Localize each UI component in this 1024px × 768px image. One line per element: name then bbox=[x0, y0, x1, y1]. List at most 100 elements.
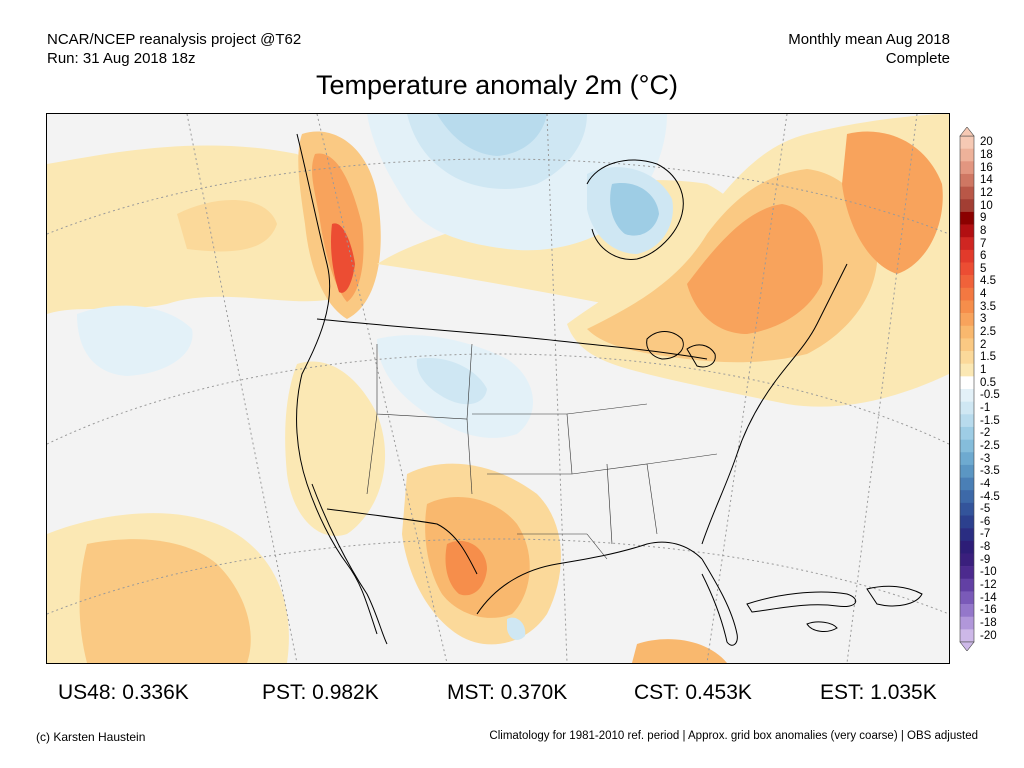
colorbar-steps bbox=[959, 135, 975, 643]
cool-region-gulf bbox=[507, 617, 526, 640]
colorbar-step bbox=[960, 439, 974, 453]
colorbar-step bbox=[960, 591, 974, 605]
colorbar-tick-label: -1 bbox=[980, 401, 991, 414]
colorbar-step bbox=[960, 287, 974, 301]
run-label: Run: 31 Aug 2018 18z bbox=[47, 50, 196, 67]
cool-region-pacific-nw bbox=[77, 305, 193, 376]
period-label: Monthly mean Aug 2018 bbox=[788, 31, 950, 48]
hudson-bay bbox=[586, 159, 684, 260]
colorbar-tick-label: 6 bbox=[980, 250, 987, 263]
baja-coast bbox=[311, 483, 388, 645]
climatology-note: Climatology for 1981-2010 ref. period | … bbox=[489, 730, 978, 742]
warm-region-east-core bbox=[687, 204, 823, 334]
colorbar-step bbox=[960, 376, 974, 390]
colorbar-tick-label: -2 bbox=[980, 427, 991, 440]
colorbar-tick-label: 3.5 bbox=[980, 300, 996, 313]
map-title: Temperature anomaly 2m (°C) bbox=[316, 70, 678, 100]
colorbar-step bbox=[960, 161, 974, 175]
colorbar-tick-label: -8 bbox=[980, 541, 991, 554]
colorbar-tick-label: 4 bbox=[980, 288, 987, 301]
stat-pst: PST: 0.982K bbox=[262, 681, 379, 704]
colorbar-step bbox=[960, 262, 974, 276]
colorbar-tick-label: 9 bbox=[980, 212, 987, 225]
colorbar-tick-label: -3 bbox=[980, 452, 991, 465]
colorbar-step bbox=[960, 604, 974, 617]
colorbar-tick-label: -14 bbox=[980, 591, 997, 604]
stat-us48: US48: 0.336K bbox=[58, 681, 189, 704]
colorbar-tick-label: 1 bbox=[980, 364, 987, 377]
colorbar-step bbox=[960, 275, 974, 289]
colorbar-tick-label: 8 bbox=[980, 224, 987, 237]
us-canada-border bbox=[316, 318, 708, 360]
colorbar-tick-label: 10 bbox=[980, 199, 993, 212]
colorbar-step bbox=[960, 300, 974, 314]
colorbar-step bbox=[960, 389, 974, 402]
florida bbox=[701, 558, 738, 646]
colorbar-step bbox=[960, 629, 974, 643]
colorbar-tick-label: 18 bbox=[980, 148, 993, 161]
hispaniola bbox=[866, 585, 923, 607]
east-coast bbox=[701, 263, 848, 545]
colorbar-step bbox=[960, 464, 974, 478]
colorbar-tick-label: -4.5 bbox=[980, 490, 1000, 503]
colorbar-tick-label: -2.5 bbox=[980, 439, 1000, 452]
colorbar-tick-label: -16 bbox=[980, 604, 997, 617]
gulf-coast bbox=[476, 541, 703, 615]
state-borders bbox=[366, 343, 718, 560]
colorbar-step bbox=[960, 477, 974, 491]
map-svg bbox=[47, 114, 949, 663]
colorbar-step bbox=[960, 148, 974, 162]
colorbar-step bbox=[960, 426, 974, 440]
great-lakes bbox=[646, 331, 716, 368]
colorbar-tick-label: -4 bbox=[980, 477, 991, 490]
colorbar-step bbox=[960, 528, 974, 542]
cool-region-plains-core bbox=[416, 358, 487, 405]
coastlines bbox=[296, 133, 923, 646]
colorbar-step bbox=[960, 490, 974, 504]
graticule bbox=[47, 114, 949, 663]
colorbar-tick-label: 1.5 bbox=[980, 351, 996, 364]
colorbar-tick-label: -10 bbox=[980, 566, 997, 579]
colorbar-top-cap bbox=[959, 127, 975, 137]
warm-region-baja-mid bbox=[79, 539, 251, 663]
colorbar-step bbox=[960, 325, 974, 339]
region-stats: US48: 0.336K PST: 0.982K MST: 0.370K CST… bbox=[0, 681, 1024, 705]
stat-est: EST: 1.035K bbox=[820, 681, 937, 704]
colorbar-tick-label: 2 bbox=[980, 338, 987, 351]
colorbar-step bbox=[960, 211, 974, 225]
colorbar-tick-label: 7 bbox=[980, 237, 987, 250]
jamaica bbox=[806, 621, 838, 632]
us-mexico-border bbox=[326, 508, 478, 575]
header-left: NCAR/NCEP reanalysis project @T62 Run: 3… bbox=[47, 30, 301, 68]
colorbar-tick-label: -18 bbox=[980, 617, 997, 630]
colorbar-step bbox=[960, 136, 974, 149]
west-coast bbox=[296, 133, 378, 635]
warm-region-atlantic bbox=[842, 131, 943, 274]
colorbar-tick-label: -6 bbox=[980, 515, 991, 528]
colorbar-step bbox=[960, 578, 974, 592]
colorbar-tick-label: 12 bbox=[980, 186, 993, 199]
warm-region-bc-core bbox=[330, 223, 355, 293]
colorbar-tick-label: -1.5 bbox=[980, 414, 1000, 427]
colorbar-bottom-cap bbox=[959, 641, 975, 651]
stat-cst: CST: 0.453K bbox=[634, 681, 752, 704]
cool-anomaly-layer bbox=[77, 114, 673, 640]
colorbar-step bbox=[960, 401, 974, 415]
colorbar-step bbox=[960, 616, 974, 630]
colorbar-step bbox=[960, 540, 974, 554]
colorbar-tick-label: -5 bbox=[980, 503, 991, 516]
anomaly-map bbox=[46, 113, 950, 664]
colorbar-tick-label: -7 bbox=[980, 528, 991, 541]
colorbar-step bbox=[960, 186, 974, 200]
colorbar-tick-label: 3 bbox=[980, 313, 987, 326]
colorbar-step bbox=[960, 363, 974, 377]
colorbar-tick-label: -12 bbox=[980, 579, 997, 592]
colorbar-step bbox=[960, 173, 974, 187]
colorbar-step bbox=[960, 515, 974, 529]
cool-region-hudson-core bbox=[610, 183, 659, 236]
cuba bbox=[746, 591, 857, 613]
credit-label: (c) Karsten Haustein bbox=[36, 730, 146, 744]
colorbar-step bbox=[960, 553, 974, 567]
stat-mst: MST: 0.370K bbox=[447, 681, 568, 704]
status-label: Complete bbox=[885, 50, 950, 67]
